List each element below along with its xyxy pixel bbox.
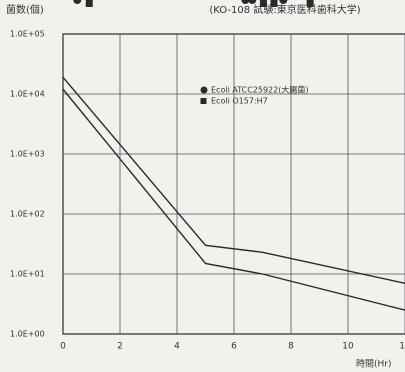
x-tick-label: 6 xyxy=(231,342,237,352)
data-point xyxy=(270,0,278,7)
legend-marker xyxy=(200,86,208,94)
y-tick-label: 1.0E+01 xyxy=(10,270,45,279)
y-tick-label: 1.0E+00 xyxy=(10,330,45,339)
y-tick-label: 1.0E+04 xyxy=(10,90,45,99)
x-tick-label: 2 xyxy=(117,342,123,352)
legend-marker xyxy=(200,98,207,104)
y-axis-label: 菌数(個) xyxy=(6,3,44,16)
x-axis-label: 時間(Hr) xyxy=(356,359,392,370)
x-tick-label: 12 xyxy=(399,342,405,352)
legend-label: Ecoli O157:H7 xyxy=(211,97,268,106)
y-tick-label: 1.0E+05 xyxy=(10,30,45,39)
legend-label: Ecoli ATCC25922(大腸菌) xyxy=(211,85,308,95)
y-tick-label: 1.0E+02 xyxy=(10,210,45,219)
x-tick-label: 0 xyxy=(60,342,66,352)
data-point xyxy=(306,0,314,7)
data-point xyxy=(259,0,267,7)
data-point xyxy=(73,0,82,4)
data-point xyxy=(279,0,288,4)
data-point xyxy=(241,0,250,4)
chart-title: (KO-108 試験:東京医科歯科大学) xyxy=(209,3,360,16)
x-tick-label: 8 xyxy=(288,342,294,352)
y-tick-label: 1.0E+03 xyxy=(10,150,45,159)
x-tick-label: 4 xyxy=(174,342,180,352)
data-line xyxy=(62,88,405,311)
data-point xyxy=(85,0,93,7)
data-point xyxy=(248,0,257,4)
x-tick-label: 10 xyxy=(342,342,354,352)
data-line xyxy=(62,76,405,284)
